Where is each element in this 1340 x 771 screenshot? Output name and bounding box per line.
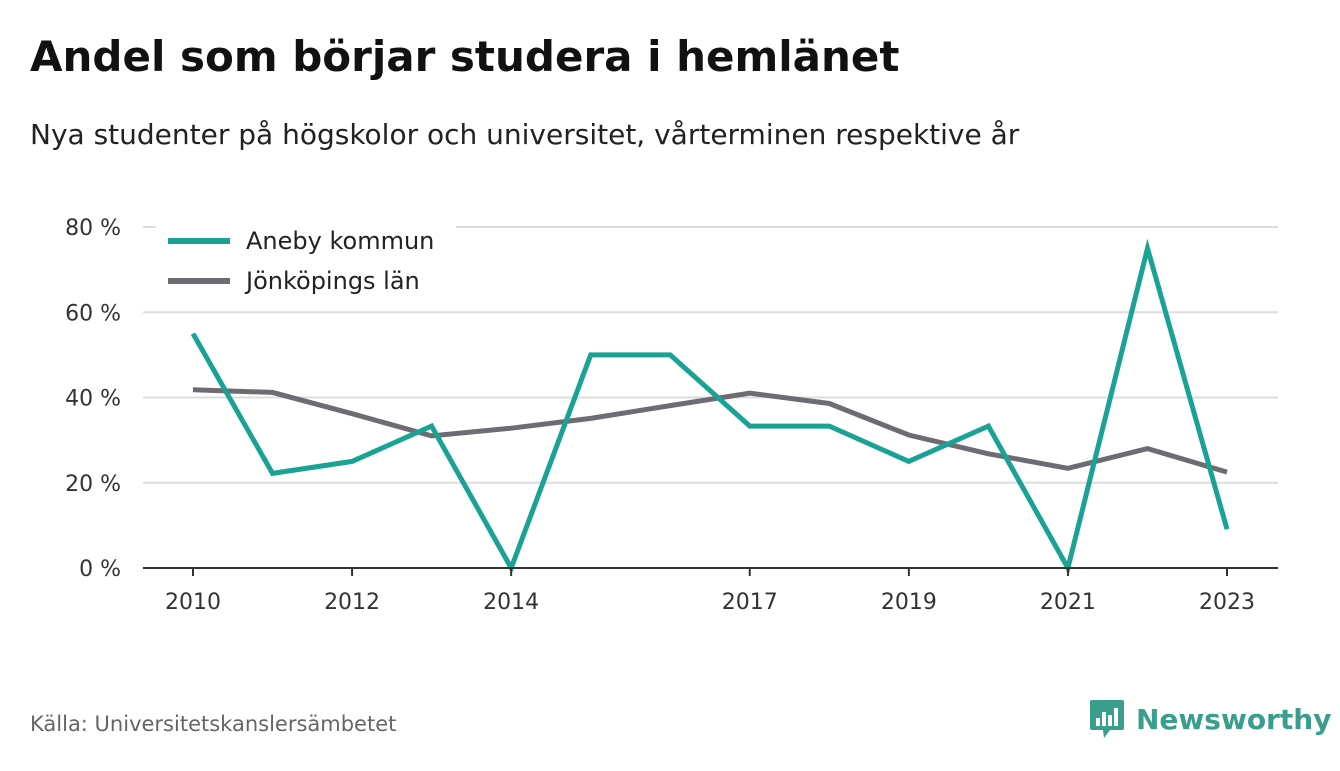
chart-subtitle: Nya studenter på högskolor och universit… [30,118,1020,151]
series-lines [190,238,1230,575]
x-tick-label: 2012 [324,590,380,615]
y-tick-label: 20 % [65,472,121,497]
y-tick-label: 40 % [65,387,121,412]
bar-chart-speech-bubble-icon [1090,700,1124,738]
x-tick-label: 2019 [881,590,937,615]
x-tick-label: 2017 [722,590,778,615]
x-tick-label: 2014 [483,590,539,615]
y-tick-label: 60 % [65,301,121,326]
y-tick-label: 80 % [65,216,121,241]
series-line-jonkopings-lan [192,387,1228,475]
legend-label: Aneby kommun [246,227,434,255]
source-note: Källa: Universitetskanslersämbetet [30,712,397,736]
y-tick-label: 0 % [79,557,121,582]
chart-title: Andel som börjar studera i hemlänet [30,32,900,81]
x-tick-label: 2010 [165,590,221,615]
axes: 0 % 20 % 40 % 60 % 80 % 2010 2012 2014 2017 2019 2… [65,216,1278,615]
legend: Aneby kommun Jönköpings län [156,212,456,304]
legend-background [156,212,456,304]
x-tick-label: 2021 [1040,590,1096,615]
legend-label: Jönköpings län [244,267,420,295]
x-tick-label: 2023 [1199,590,1255,615]
brand-name: Newsworthy [1136,702,1332,736]
brand-logo: Newsworthy [1088,698,1331,740]
series-line-aneby-kommun [190,238,1230,575]
